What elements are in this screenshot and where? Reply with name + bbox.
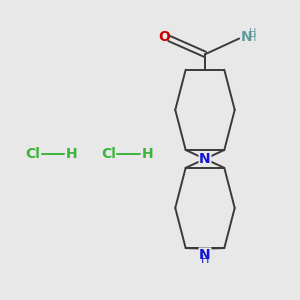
Text: Cl: Cl (25, 148, 40, 161)
Text: H: H (66, 148, 77, 161)
Text: H: H (142, 148, 153, 161)
Text: H: H (249, 28, 256, 38)
Text: H: H (201, 255, 209, 265)
Text: Cl: Cl (101, 148, 116, 161)
Text: N: N (199, 248, 211, 262)
Text: H: H (249, 33, 256, 43)
Text: O: O (158, 30, 170, 44)
Text: N: N (199, 152, 211, 166)
Text: N: N (241, 30, 253, 44)
